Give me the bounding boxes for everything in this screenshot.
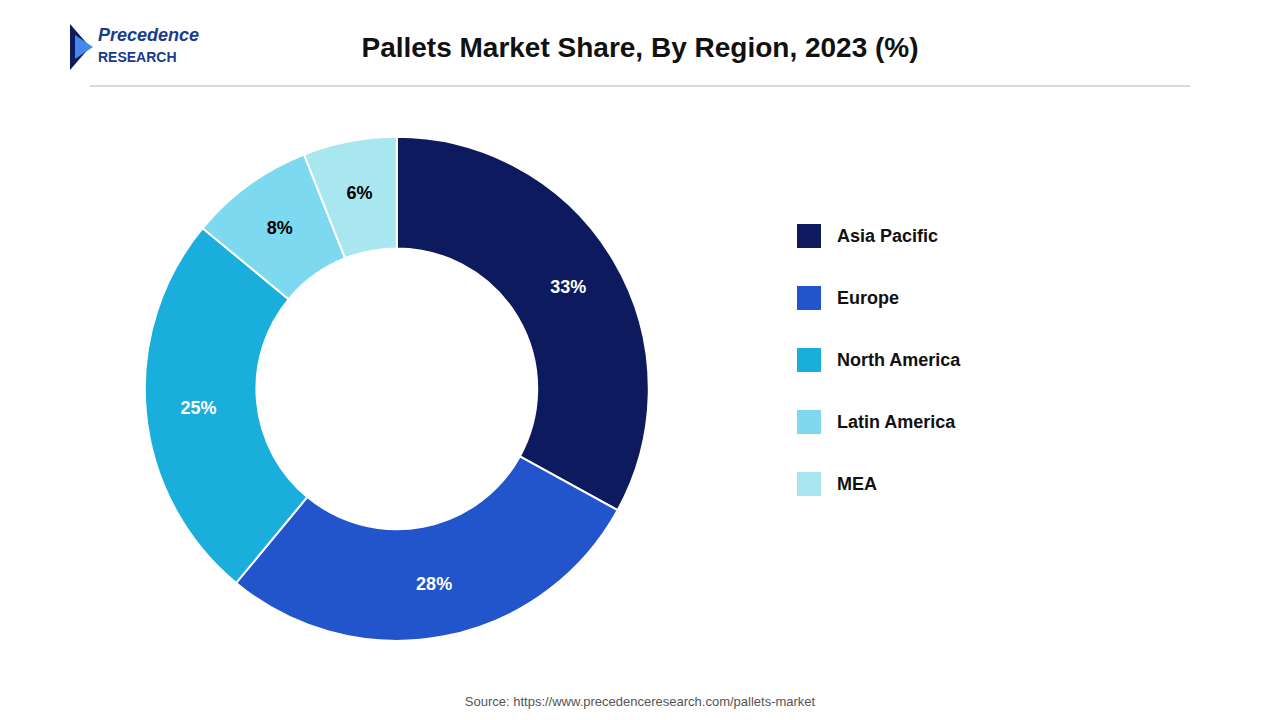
svg-text:Latin America: Latin America <box>837 412 956 432</box>
svg-text:North America: North America <box>837 350 961 370</box>
svg-text:RESEARCH: RESEARCH <box>98 49 177 65</box>
svg-text:Precedence: Precedence <box>98 25 199 45</box>
svg-text:Europe: Europe <box>837 288 899 308</box>
svg-text:Pallets Market Share, By Regio: Pallets Market Share, By Region, 2023 (%… <box>361 32 918 63</box>
svg-text:Asia Pacific: Asia Pacific <box>837 226 938 246</box>
svg-text:Source: https://www.precedence: Source: https://www.precedenceresearch.c… <box>465 694 816 709</box>
svg-text:8%: 8% <box>267 218 293 238</box>
svg-text:28%: 28% <box>416 574 452 594</box>
svg-text:33%: 33% <box>550 277 586 297</box>
svg-text:6%: 6% <box>346 183 372 203</box>
svg-text:MEA: MEA <box>837 474 877 494</box>
svg-text:25%: 25% <box>180 398 216 418</box>
